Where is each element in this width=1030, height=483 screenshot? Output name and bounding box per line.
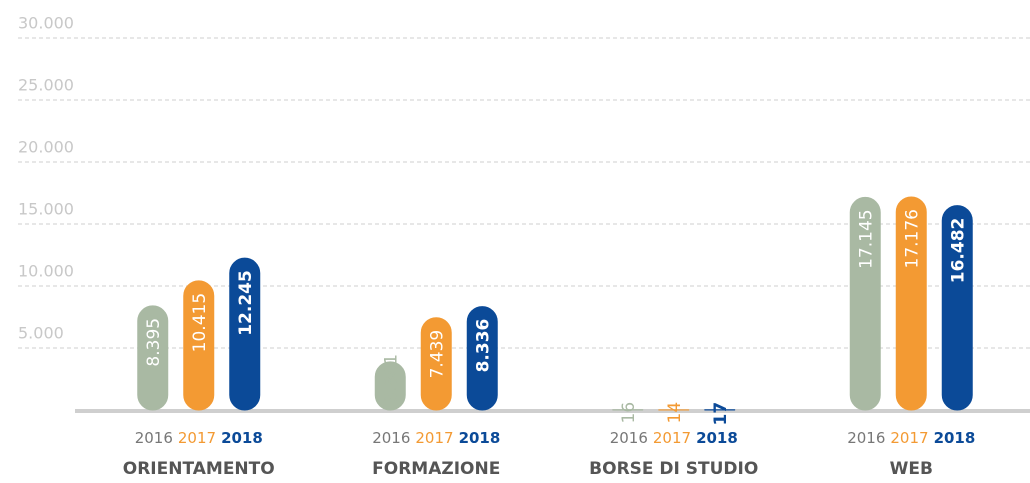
legend-entry: 2016	[372, 429, 410, 447]
bar	[895, 196, 927, 411]
bar	[420, 317, 452, 411]
bar	[941, 205, 973, 411]
bar	[849, 196, 881, 411]
legend-entry: 2018	[459, 429, 501, 447]
category-label: WEB	[890, 459, 933, 479]
bar	[374, 361, 406, 411]
legend: 2016 2017 2018	[135, 429, 263, 447]
legend-entry: 2017	[178, 429, 216, 447]
legend: 2016 2017 2018	[610, 429, 738, 447]
y-tick-label: 25.000	[18, 76, 74, 95]
bar	[137, 305, 169, 411]
bar	[229, 257, 261, 411]
legend-entry: 2017	[415, 429, 453, 447]
legend: 2016 2017 2018	[372, 429, 500, 447]
value-label: 8.395	[144, 318, 164, 367]
y-tick-label: 30.000	[18, 14, 74, 33]
category-label: ORIENTAMENTO	[123, 459, 275, 479]
legend-entry: 2017	[653, 429, 691, 447]
value-label: 8.336	[473, 319, 493, 373]
value-label: 16	[619, 402, 639, 424]
value-label: 3.881	[381, 354, 401, 403]
legend-entry: 2018	[934, 429, 976, 447]
legend-entry: 2016	[610, 429, 648, 447]
y-tick-label: 15.000	[18, 200, 74, 219]
legend: 2016 2017 2018	[847, 429, 975, 447]
value-label: 10.415	[190, 293, 210, 352]
legend-entry: 2016	[135, 429, 173, 447]
legend-entry: 2017	[890, 429, 928, 447]
y-tick-label: 20.000	[18, 138, 74, 157]
value-label: 17.145	[856, 209, 876, 268]
legend-entry: 2016	[847, 429, 885, 447]
value-label: 12.245	[236, 270, 256, 336]
bar	[466, 306, 498, 411]
value-label: 17.176	[902, 209, 922, 268]
bar	[183, 280, 215, 411]
value-label: 17	[711, 402, 731, 426]
value-label: 14	[665, 402, 685, 424]
category-label: BORSE DI STUDIO	[589, 459, 758, 479]
value-label: 16.482	[948, 218, 968, 284]
legend-entry: 2018	[221, 429, 263, 447]
y-tick-label: 5.000	[18, 324, 64, 343]
y-tick-label: 10.000	[18, 262, 74, 281]
category-label: FORMAZIONE	[372, 459, 500, 479]
value-label: 7.439	[427, 330, 447, 379]
legend-entry: 2018	[696, 429, 738, 447]
